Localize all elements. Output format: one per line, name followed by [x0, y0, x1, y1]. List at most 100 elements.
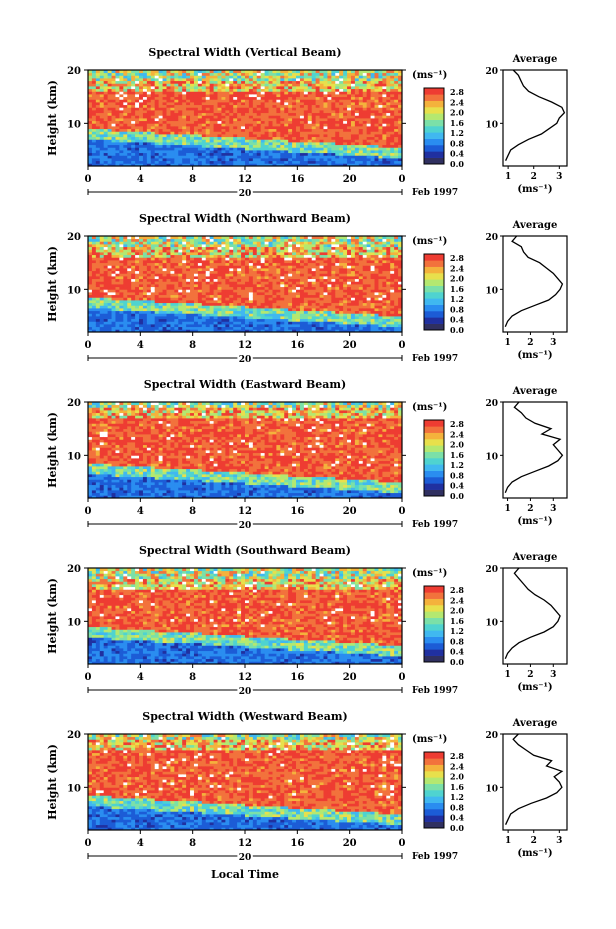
- heatmap-cell: [174, 305, 179, 309]
- heatmap-cell: [237, 270, 242, 274]
- heatmap-cell: [272, 139, 277, 143]
- heatmap-cell: [221, 238, 226, 242]
- heatmap-cell: [284, 316, 289, 320]
- heatmap-cell: [205, 254, 211, 258]
- heatmap-cell: [233, 142, 238, 146]
- heatmap-cell: [174, 91, 179, 95]
- heatmap-cell: [142, 313, 148, 317]
- heatmap-cell: [197, 123, 203, 127]
- heatmap-cell: [91, 150, 97, 154]
- heatmap-cell: [264, 254, 269, 258]
- heatmap-cell: [154, 120, 160, 124]
- heatmap-cell: [146, 155, 152, 159]
- heatmap-cell: [217, 257, 222, 261]
- heatmap-cell: [233, 329, 238, 333]
- heatmap-cell: [91, 94, 97, 98]
- heatmap-cell: [284, 134, 289, 138]
- heatmap-cell: [146, 70, 152, 74]
- heatmap-cell: [107, 238, 112, 242]
- heatmap-cell: [292, 123, 297, 127]
- heatmap-cell: [201, 308, 207, 312]
- heatmap-cell: [88, 246, 93, 250]
- heatmap-cell: [103, 70, 109, 74]
- heatmap-cell: [292, 246, 297, 250]
- heatmap-cell: [131, 260, 136, 264]
- heatmap-cell: [205, 257, 211, 261]
- heatmap-cell: [213, 326, 218, 330]
- heatmap-cell: [264, 265, 269, 269]
- heatmap-cell: [347, 80, 352, 84]
- heatmap-cell: [127, 142, 132, 146]
- heatmap-cell: [370, 120, 375, 124]
- heatmap-cell: [315, 88, 320, 92]
- heatmap-cell: [272, 126, 277, 130]
- heatmap-cell: [233, 297, 238, 301]
- heatmap-cell: [390, 102, 395, 106]
- heatmap-cell: [303, 88, 309, 92]
- heatmap-cell: [111, 163, 116, 167]
- heatmap-cell: [193, 310, 199, 314]
- heatmap-cell: [327, 147, 332, 151]
- heatmap-cell: [331, 126, 336, 130]
- heatmap-cell: [350, 155, 356, 159]
- heatmap-cell: [237, 104, 242, 108]
- heatmap-cell: [311, 144, 317, 148]
- heatmap-cell: [370, 72, 375, 76]
- heatmap-cell: [358, 102, 364, 106]
- heatmap-cell: [307, 118, 313, 122]
- heatmap-cell: [264, 128, 269, 132]
- heatmap-cell: [205, 329, 211, 333]
- heatmap-cell: [284, 236, 289, 240]
- heatmap-cell: [370, 126, 375, 130]
- heatmap-cell: [150, 155, 156, 159]
- heatmap-cell: [221, 142, 226, 146]
- heatmap-cell: [178, 134, 183, 138]
- heatmap-cell: [213, 318, 218, 322]
- heatmap-cell: [307, 88, 313, 92]
- heatmap-cell: [115, 268, 120, 272]
- heatmap-cell: [299, 252, 305, 256]
- heatmap-cell: [166, 136, 171, 140]
- heatmap-cell: [394, 123, 399, 127]
- heatmap-cell: [209, 150, 215, 154]
- heatmap-cell: [307, 316, 313, 320]
- heatmap-cell: [311, 134, 317, 138]
- heatmap-cell: [221, 302, 226, 306]
- heatmap-cell: [370, 70, 375, 74]
- heatmap-cell: [197, 326, 203, 330]
- heatmap-cell: [339, 78, 344, 82]
- heatmap-cell: [225, 302, 230, 306]
- heatmap-cell: [95, 318, 101, 322]
- heatmap-cell: [158, 142, 163, 146]
- heatmap-cell: [103, 150, 109, 154]
- heatmap-cell: [162, 257, 167, 261]
- heatmap-cell: [158, 252, 163, 256]
- heatmap-cell: [307, 131, 313, 135]
- heatmap-cell: [193, 297, 199, 301]
- heatmap-cell: [88, 276, 93, 280]
- heatmap-cell: [343, 123, 348, 127]
- heatmap-cell: [131, 136, 136, 140]
- heatmap-cell: [229, 78, 234, 82]
- heatmap-cell: [347, 158, 352, 162]
- heatmap-cell: [146, 276, 152, 280]
- heatmap-cell: [170, 252, 175, 256]
- heatmap-cell: [166, 142, 171, 146]
- heatmap-cell: [209, 83, 215, 87]
- heatmap-cell: [178, 86, 183, 90]
- heatmap-cell: [201, 310, 207, 314]
- heatmap-cell: [127, 305, 132, 309]
- heatmap-cell: [229, 86, 234, 90]
- heatmap-cell: [331, 136, 336, 140]
- heatmap-cell: [107, 91, 112, 95]
- heatmap-cell: [123, 102, 128, 106]
- heatmap-cell: [170, 329, 175, 333]
- heatmap-cell: [162, 294, 167, 298]
- heatmap-cell: [166, 300, 171, 304]
- heatmap-cell: [233, 131, 238, 135]
- heatmap-cell: [362, 147, 368, 151]
- heatmap-cell: [288, 260, 293, 264]
- heatmap-cell: [205, 112, 211, 116]
- heatmap-cell: [382, 131, 387, 135]
- heatmap-cell: [154, 86, 160, 90]
